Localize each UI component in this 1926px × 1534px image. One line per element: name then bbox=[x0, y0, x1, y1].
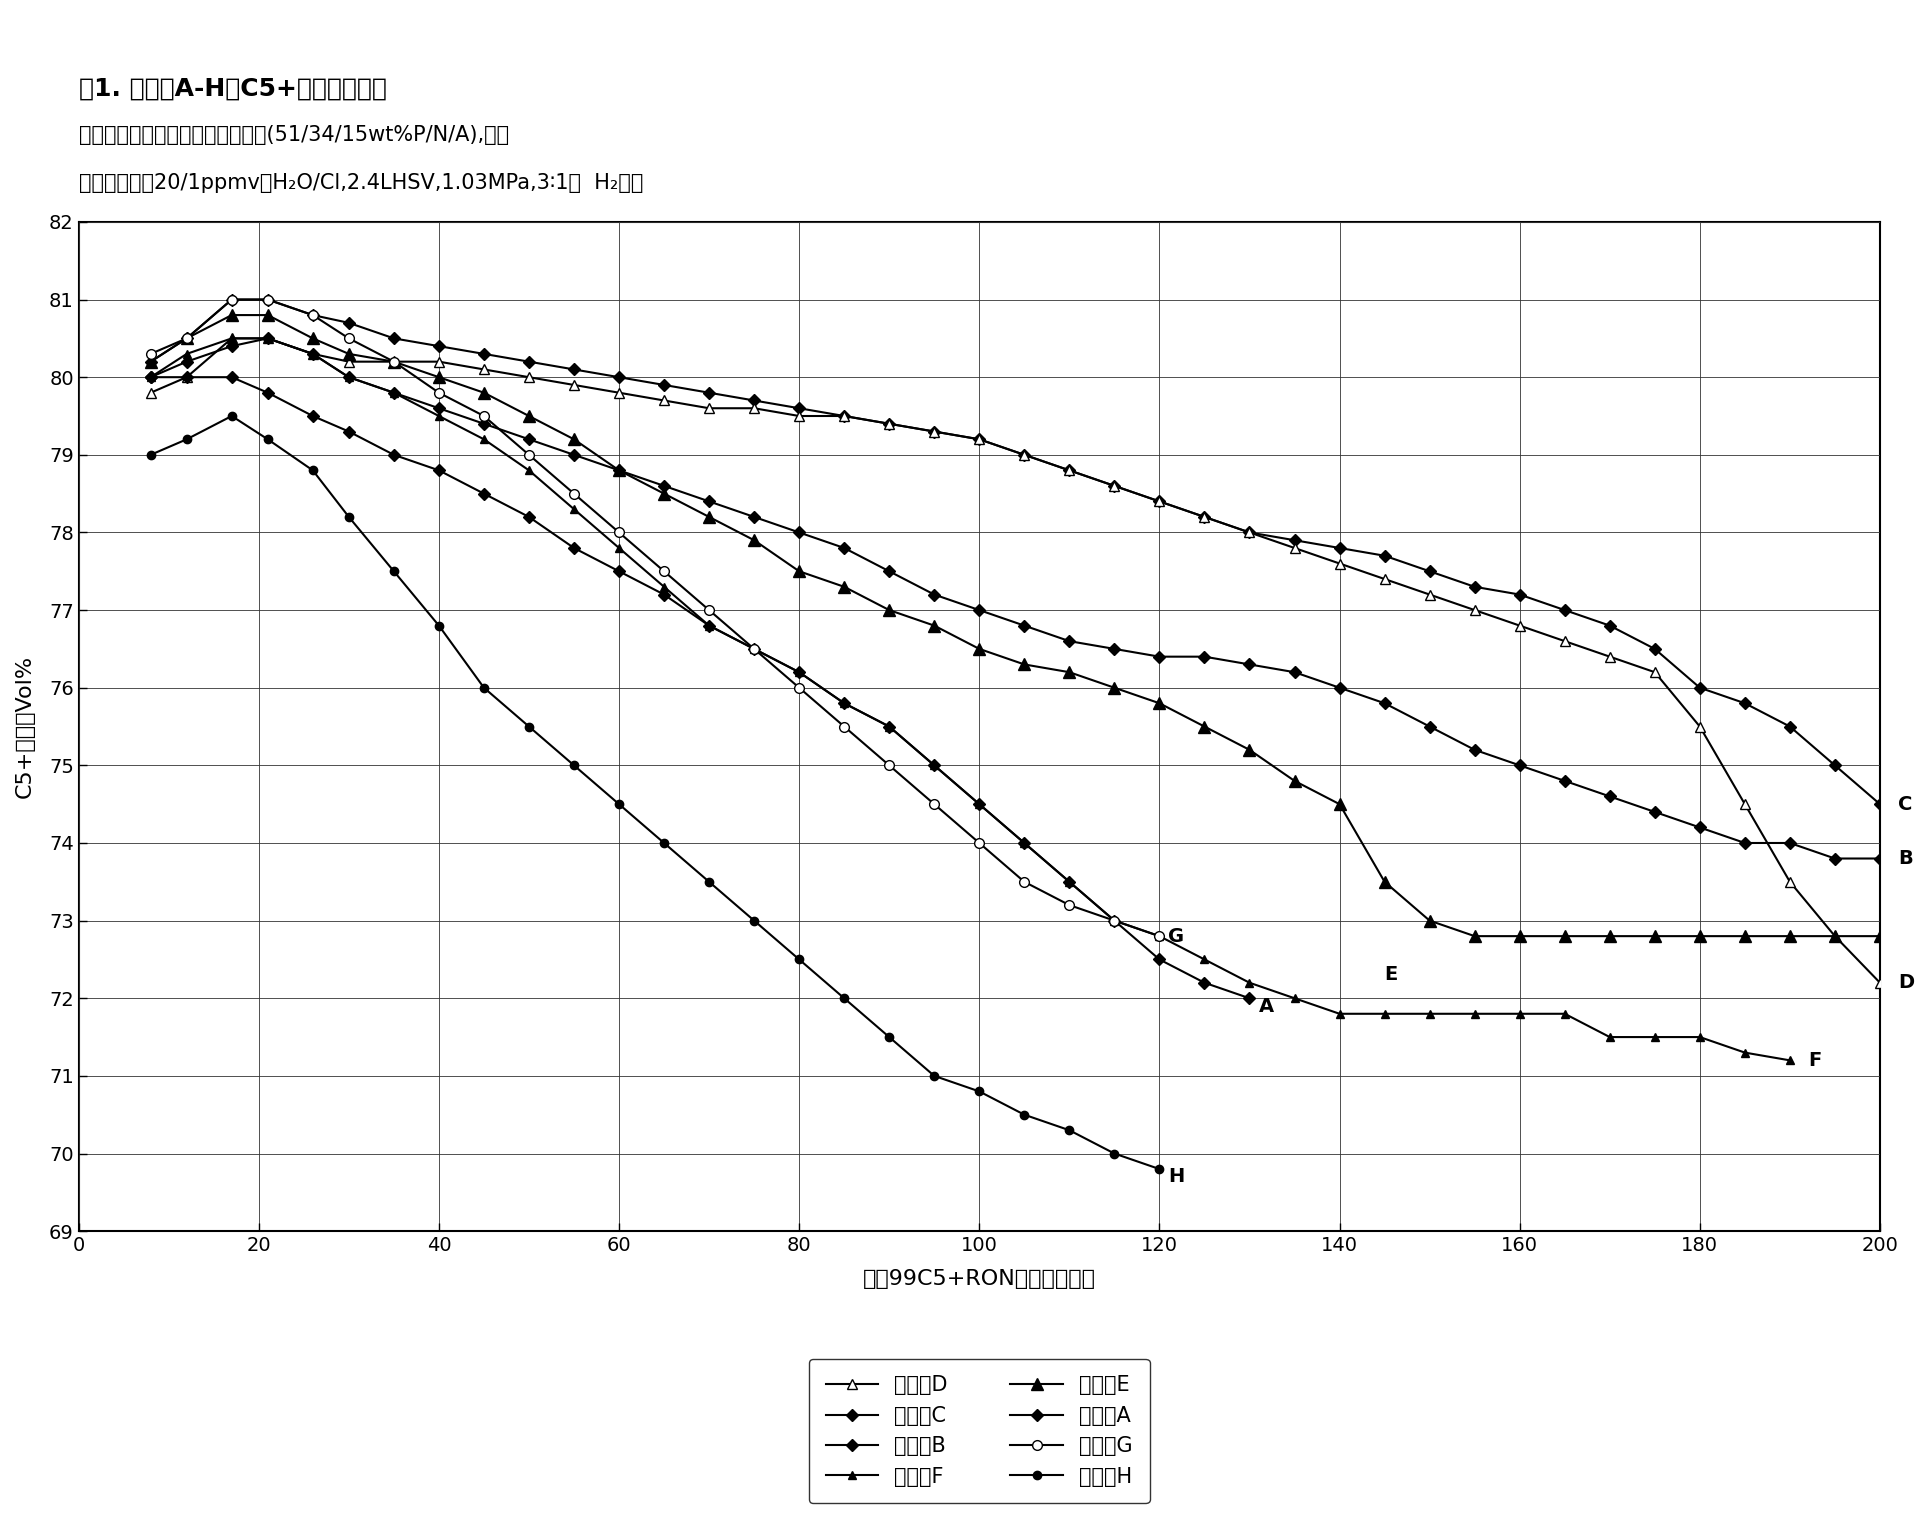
Text: G: G bbox=[1169, 927, 1184, 945]
Legend: 催化剂D, 催化剂C, 催化剂B, 催化剂F, 催化剂E, 催化剂A, 催化剂G, 催化剂H: 催化剂D, 催化剂C, 催化剂B, 催化剂F, 催化剂E, 催化剂A, 催化剂G… bbox=[809, 1359, 1150, 1503]
Text: 图1. 催化剂A-H的C5+产率下降数据: 图1. 催化剂A-H的C5+产率下降数据 bbox=[79, 77, 387, 100]
X-axis label: 针对99C5+RON运行的小时数: 针对99C5+RON运行的小时数 bbox=[863, 1269, 1096, 1289]
Text: 试验条件：加氢处理的石脑油原料(51/34/15wt%P/N/A),在再: 试验条件：加氢处理的石脑油原料(51/34/15wt%P/N/A),在再 bbox=[79, 126, 508, 146]
Text: C: C bbox=[1897, 795, 1913, 813]
Y-axis label: C5+产率，Vol%: C5+产率，Vol% bbox=[15, 655, 35, 798]
Text: E: E bbox=[1385, 965, 1398, 985]
Text: F: F bbox=[1809, 1051, 1822, 1069]
Text: B: B bbox=[1897, 848, 1913, 868]
Text: D: D bbox=[1897, 973, 1914, 992]
Text: H: H bbox=[1169, 1167, 1184, 1186]
Text: 循环气中掺有20/1ppmv的H₂O/Cl,2.4LHSV,1.03MPa,3∶1的  H₂：油: 循环气中掺有20/1ppmv的H₂O/Cl,2.4LHSV,1.03MPa,3∶… bbox=[79, 173, 643, 193]
Text: A: A bbox=[1258, 997, 1273, 1016]
